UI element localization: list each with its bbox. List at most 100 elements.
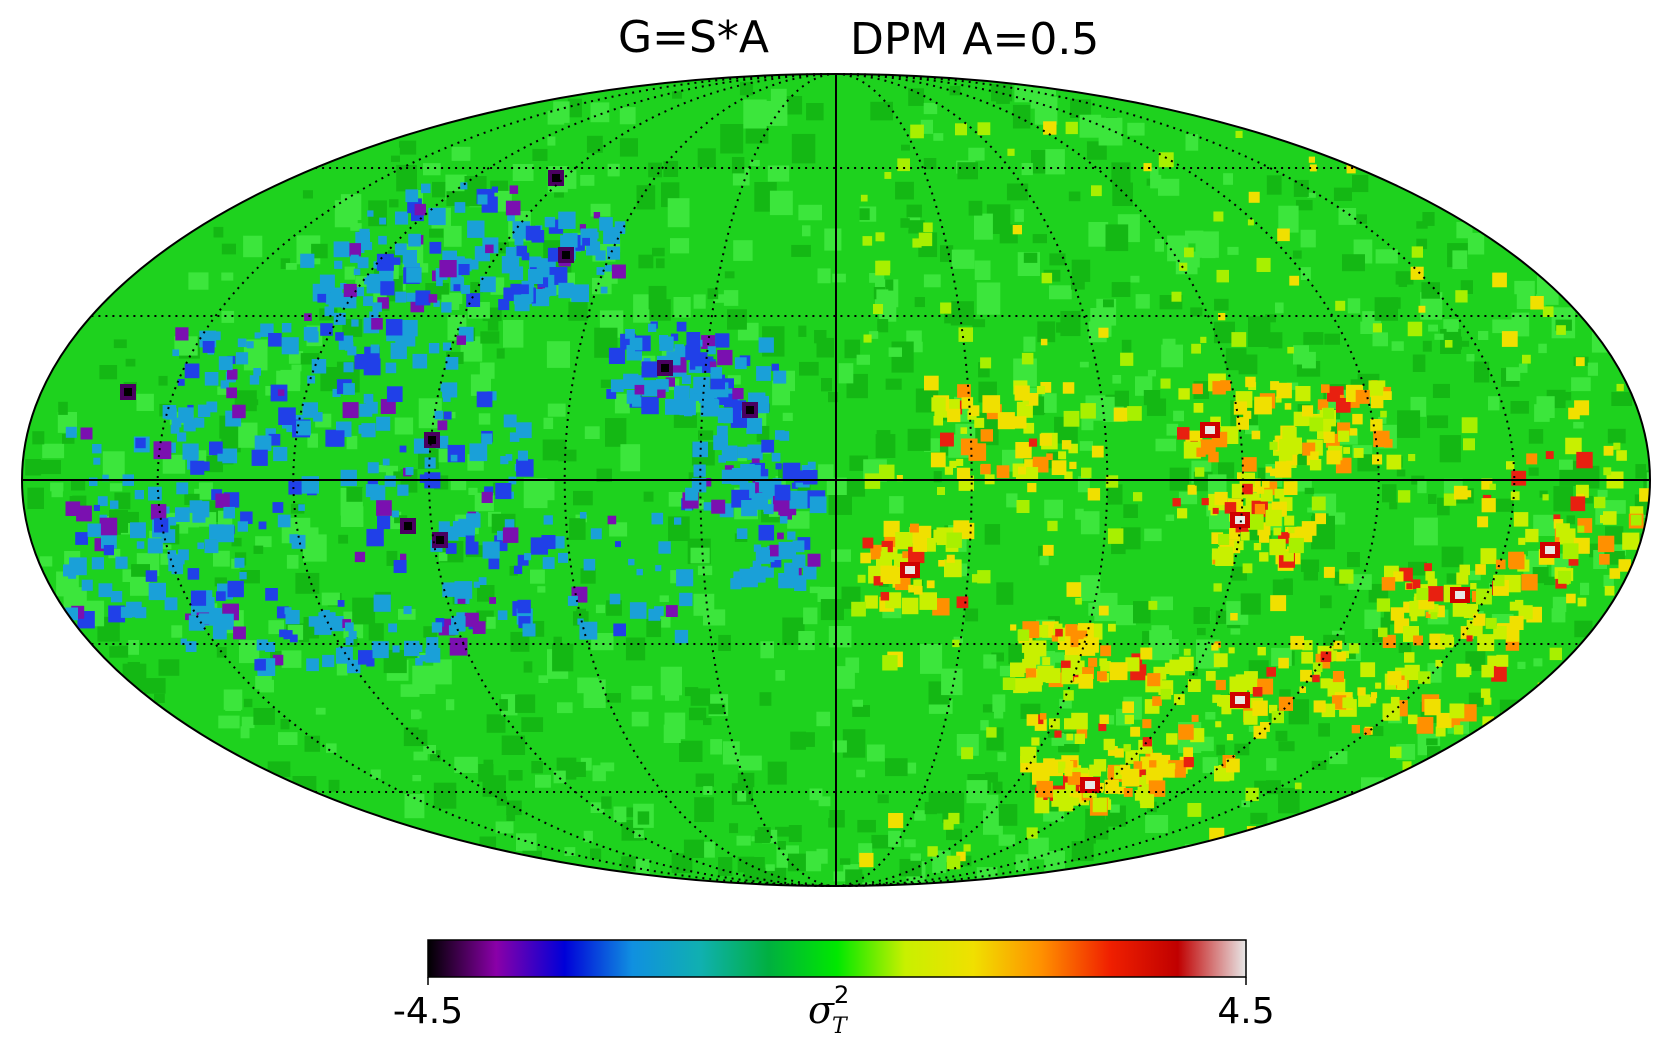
map-texture-cell [1427, 415, 1449, 429]
negative-cell [770, 556, 782, 568]
negative-cell [234, 557, 245, 568]
map-texture-cell [1037, 321, 1056, 343]
negative-core [746, 406, 754, 414]
negative-cell [215, 493, 230, 508]
negative-cell [335, 647, 352, 664]
negative-cell [424, 457, 436, 469]
positive-speckle [1477, 516, 1489, 528]
positive-cell [1518, 537, 1526, 545]
map-texture-cell [828, 818, 838, 828]
negative-cell [775, 463, 782, 470]
positive-cell [1435, 726, 1446, 737]
positive-speckle [1087, 488, 1101, 501]
negative-cell [734, 357, 747, 370]
map-texture-cell [914, 810, 926, 821]
map-texture-cell [1603, 574, 1614, 587]
map-texture-cell [346, 486, 363, 502]
negative-cell [590, 528, 602, 540]
positive-cell [1147, 673, 1161, 687]
negative-cell [641, 380, 658, 397]
positive-cell [1020, 746, 1037, 763]
map-texture-cell [968, 200, 983, 216]
positive-cell [1122, 701, 1134, 714]
map-texture-cell [1223, 173, 1233, 185]
negative-cell [614, 221, 626, 232]
map-texture-cell [546, 341, 570, 368]
positive-cell [1246, 498, 1254, 505]
negative-cell [415, 290, 431, 306]
map-texture-cell [1166, 423, 1179, 436]
map-texture-cell [968, 147, 985, 161]
map-texture-cell [1070, 99, 1092, 118]
positive-cell [1212, 507, 1219, 514]
negative-cell [665, 377, 675, 387]
positive-cell [901, 597, 919, 615]
positive-cell [1069, 461, 1077, 469]
negative-cell [393, 560, 407, 573]
negative-cell [706, 387, 718, 399]
negative-cell [641, 361, 658, 378]
negative-cell [695, 366, 703, 374]
map-texture-cell [1533, 658, 1543, 667]
positive-cell [956, 467, 971, 481]
map-texture-cell [1185, 230, 1204, 244]
negative-cell [354, 551, 366, 563]
positive-speckle [1613, 442, 1621, 450]
positive-cell [1309, 459, 1322, 471]
negative-cell [354, 354, 370, 370]
positive-speckle [1288, 537, 1304, 554]
positive-cell [1317, 399, 1329, 410]
map-texture-cell [449, 292, 463, 304]
map-texture-cell [1015, 854, 1029, 871]
positive-cell [1214, 491, 1228, 506]
map-texture-cell [920, 644, 943, 674]
map-texture-cell [828, 392, 839, 403]
negative-cell [198, 613, 211, 625]
positive-cell [1410, 579, 1421, 589]
map-texture-cell [899, 858, 922, 877]
positive-cell [1393, 571, 1404, 582]
map-texture-cell [718, 634, 731, 651]
negative-cell [167, 517, 177, 526]
positive-cell [1146, 767, 1163, 785]
map-texture-cell [1196, 627, 1206, 636]
map-texture-cell [722, 741, 740, 765]
map-texture-cell [386, 550, 398, 566]
map-texture-cell [782, 412, 793, 421]
map-texture-cell [648, 162, 663, 178]
positive-speckle [1247, 219, 1254, 226]
negative-cell [359, 403, 373, 417]
map-texture-cell [688, 707, 707, 721]
positive-speckle [1501, 331, 1518, 347]
map-texture-cell [255, 536, 272, 548]
negative-cell [665, 605, 678, 617]
negative-cell [758, 337, 774, 353]
negative-cell [753, 544, 762, 552]
map-texture-cell [412, 775, 422, 782]
positive-cell [1226, 734, 1234, 741]
negative-cell [579, 224, 586, 231]
map-texture-cell [523, 661, 533, 673]
positive-speckle [857, 574, 866, 583]
negative-cell [703, 394, 714, 405]
negative-cell [177, 432, 187, 442]
positive-speckle [1248, 191, 1260, 203]
positive-cell [1061, 660, 1073, 673]
map-texture-cell [1071, 259, 1091, 282]
map-texture-cell [1240, 593, 1261, 615]
positive-cell [1274, 488, 1285, 499]
negative-cell [226, 387, 237, 399]
negative-cell [285, 610, 300, 625]
negative-cell [702, 478, 712, 487]
map-texture-cell [932, 853, 947, 874]
map-texture-cell [1307, 565, 1318, 578]
map-texture-cell [508, 770, 523, 781]
positive-cell [1355, 389, 1370, 404]
negative-cell [516, 245, 527, 257]
positive-speckle [1127, 406, 1142, 421]
positive-cell [1511, 470, 1527, 486]
map-texture-cell [659, 595, 669, 602]
map-texture-cell [1032, 234, 1047, 244]
negative-cell [484, 191, 495, 201]
positive-cell [1252, 700, 1268, 716]
